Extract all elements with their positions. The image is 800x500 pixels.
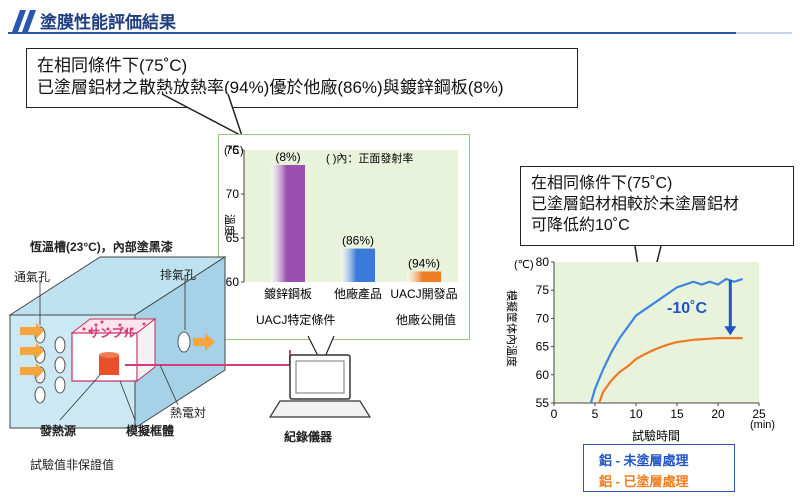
line-chart: (℃) 模擬筐体內溫度 (min) 試驗時間 55 60 65 70 75 80 0 5 10 1…	[505, 255, 775, 443]
line-series-1	[598, 337, 743, 404]
sample-dots	[82, 320, 146, 333]
callout-left: 在相同條件下(75˚C) 已塗層鋁材之散熱放熱率(94%)優於他廠(86%)與鍍…	[26, 48, 578, 108]
line-ytick-label: 55	[536, 396, 550, 410]
exhaust-label: 排氣孔	[160, 268, 197, 282]
bar-2	[407, 271, 441, 282]
bar-emissivity-label: (86%)	[342, 234, 374, 248]
callout-right: 在相同條件下(75˚C) 已塗層鋁材相較於未塗層鋁材 可降低約10˚C	[520, 166, 794, 246]
legend-uncoated: 鋁 - 未塗層處理	[599, 453, 689, 468]
bar-ytick-label: 65	[226, 231, 240, 245]
bar-chart: (℃) 溫度 ( )內：正面發射率 60 65 70 75 (8%) 鍍鋅鋼板 (86%)…	[223, 143, 458, 327]
line-ytick-label: 70	[536, 311, 550, 325]
bar-ytick-label: 75	[226, 143, 240, 157]
line-series-0	[589, 277, 743, 404]
line-plot-area	[554, 262, 759, 403]
header-slash-icon	[12, 10, 36, 32]
bar-emissivity-label: (94%)	[408, 256, 440, 270]
heat-source-block	[99, 355, 119, 375]
line-chart-x-unit: (min)	[750, 419, 775, 431]
callout-right-line1: 在相同條件下(75˚C)	[531, 175, 673, 192]
header-divider-tail	[736, 32, 792, 34]
line-xtick-label: 20	[711, 407, 725, 421]
line-ytick-label: 75	[536, 283, 550, 297]
bar-category-label: 他廠產品	[334, 286, 382, 301]
line-chart-legend: 鋁 - 未塗層處理 鋁 - 已塗層處理	[583, 444, 735, 492]
heat-source-label: 發熱源	[40, 424, 77, 438]
bar-ytick-label: 70	[226, 187, 240, 201]
line-ytick-label: 80	[536, 255, 550, 269]
bar-ytick-label: 60	[226, 275, 240, 289]
frame-label: 模擬框體	[126, 424, 175, 438]
line-xtick-label: 5	[592, 407, 599, 421]
bar-group-label-right: 他廠公開值	[396, 312, 456, 327]
bar-chart-ylabel: 溫度	[223, 214, 237, 236]
line-xtick-label: 0	[551, 407, 558, 421]
line-ytick-label: 65	[536, 340, 550, 354]
bar-emissivity-label: (8%)	[275, 150, 300, 164]
legend-coated: 鋁 - 已塗層處理	[599, 474, 689, 489]
bar-1	[341, 248, 375, 282]
callout-left-line1: 在相同條件下(75˚C)	[37, 56, 188, 75]
bar-0	[271, 164, 305, 282]
airflow-arrows	[20, 323, 215, 379]
inlet-label: 通氣孔	[14, 270, 51, 284]
line-chart-xlabel: 試驗時間	[632, 428, 680, 443]
callout-right-line2: 已塗層鋁材相較於未塗層鋁材	[531, 196, 740, 213]
line-xtick-label: 25	[752, 407, 766, 421]
thermocouple-label: 熱電対	[170, 406, 207, 420]
header-divider	[8, 32, 736, 34]
line-chart-annotation: -10˚C	[667, 300, 708, 317]
callout-left-line2: 已塗層鋁材之散熱放熱率(94%)優於他廠(86%)與鍍鋅鋼板(8%)	[37, 78, 504, 97]
page-title: 塗膜性能評価結果	[40, 13, 176, 32]
line-ytick-label: 60	[536, 368, 550, 382]
sample-label: サンプル	[88, 326, 136, 340]
recorder-label: 紀錄儀器	[284, 430, 333, 444]
exhaust-hole	[177, 331, 191, 353]
note-label: 試驗值非保證值	[30, 458, 115, 472]
chamber-label: 恆溫槽(23°C)，內部塗黑漆	[30, 240, 173, 254]
line-chart-y-unit: (℃)	[514, 259, 534, 271]
bar-chart-legend-note: ( )內：正面發射率	[326, 151, 413, 165]
apparatus-diagram	[8, 256, 372, 429]
line-chart-ylabel: 模擬筐体內溫度	[505, 290, 519, 367]
line-xtick-label: 15	[670, 407, 684, 421]
callout-right-line3: 可降低約10˚C	[531, 217, 630, 234]
temperature-drop-arrowhead	[724, 326, 737, 336]
bar-group-label-left: UACJ特定條件	[256, 312, 335, 327]
bar-chart-unit: (℃)	[224, 145, 244, 157]
line-xtick-label: 10	[629, 407, 643, 421]
recorder-laptop	[268, 354, 372, 418]
bar-category-label: UACJ開發品	[390, 286, 457, 301]
bar-category-label: 鍍鋅鋼板	[264, 286, 312, 301]
